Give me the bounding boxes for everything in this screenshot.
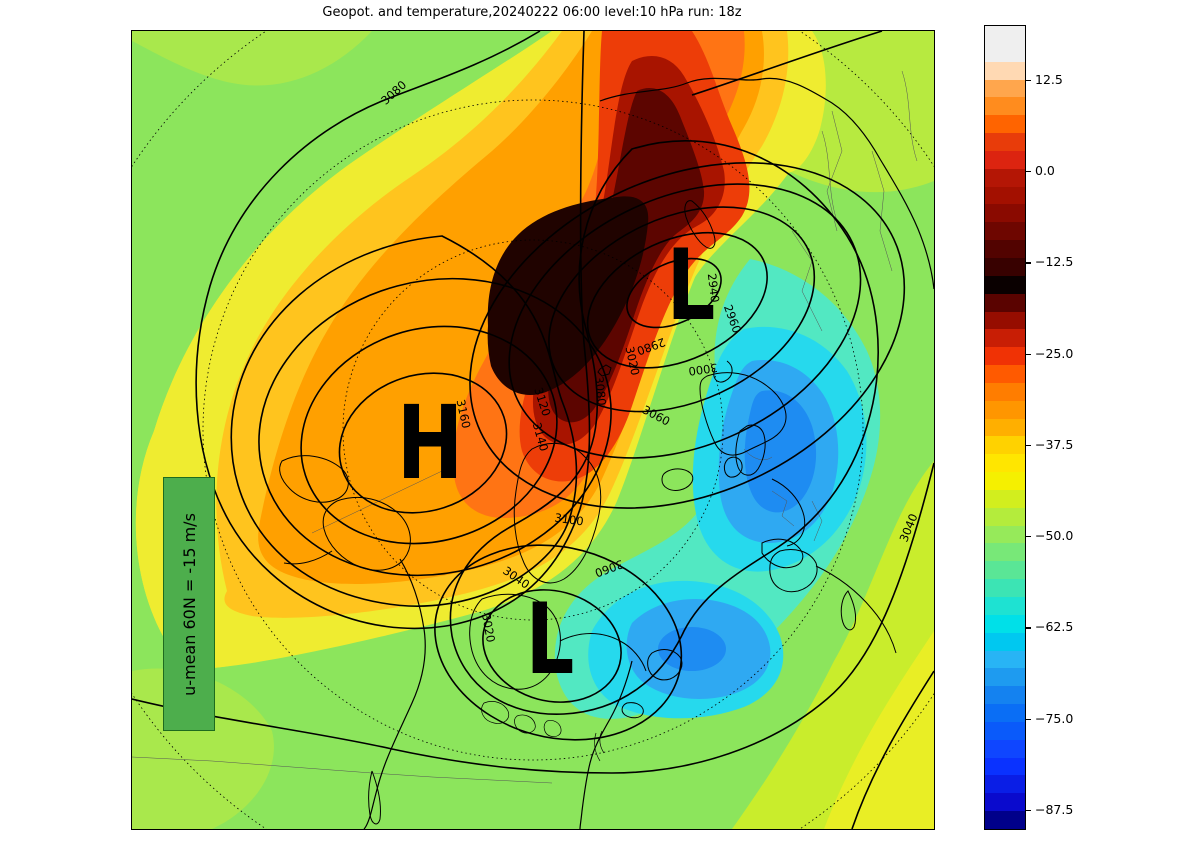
coastlines [279,77,934,829]
colorbar-tick-label: −75.0 [1035,710,1074,726]
pressure-marker-L: L [667,228,716,343]
colorbar-segment [985,739,1025,758]
colorbar-tick-label: 0.0 [1035,163,1055,179]
map-canvas: 3080294029602980300030203080312031603140… [132,31,934,829]
colorbar-segment [985,347,1025,366]
colorbar-segment [985,793,1025,812]
colorbar-segment [985,686,1025,705]
colorbar-segment [985,757,1025,776]
colorbar-segment [985,632,1025,651]
colorbar-segment [985,721,1025,740]
colorbar-segment [985,775,1025,794]
colorbar-segment [985,472,1025,490]
colorbar-segment [985,275,1025,294]
pressure-markers: HLL [397,228,716,697]
colorbar-tick-mark [1025,79,1031,82]
colorbar-tick-label: 12.5 [1035,71,1063,87]
contour-label: 3020 [479,612,498,643]
colorbar-segment [985,561,1025,580]
contour-label: 3160 [454,398,474,430]
colorbar-tick-mark [1025,536,1031,538]
contour-label: 3100 [554,511,585,529]
colorbar-segment [985,222,1025,241]
colorbar-segment [985,382,1025,401]
colorbar-tick-mark [1025,809,1031,812]
colorbar-segment [985,115,1025,134]
geopotential-contours [132,31,934,829]
colorbar-segment [985,454,1025,473]
colorbar-segment [985,507,1025,526]
colorbar-segment [985,43,1025,62]
contour-label: 3080 [592,376,609,407]
colorbar-segment [985,79,1025,98]
temperature-field [132,31,934,829]
colorbar-segment [985,543,1025,562]
colorbar-segment [985,811,1025,829]
colorbar-segment [985,293,1025,312]
colorbar-segment [985,597,1025,615]
colorbar-tick-label: −37.5 [1035,436,1074,452]
colorbar-segment [985,418,1025,437]
colorbar-segment [985,650,1025,669]
colorbar-segment [985,26,1025,44]
map-plot-area: 3080 2940 2960 2980 3000 3020 3080 3120 3160 3140… [131,30,935,830]
colorbar-tick-mark [1025,444,1031,447]
contour-label: 3020 [623,345,643,377]
colorbar-segment [985,614,1025,633]
chart-title: Geopot. and temperature,20240222 06:00 l… [322,5,742,20]
colorbar-segment [985,240,1025,258]
colorbar-segment [985,365,1025,383]
colorbar-tick-mark [1025,627,1031,629]
colorbar-segment [985,668,1025,687]
colorbar-segment [985,579,1025,597]
colorbar-segment [985,186,1025,205]
country-borders [132,70,918,784]
colorbar-segment [985,525,1025,544]
colorbar-segment [985,133,1025,151]
contour-label: 3000 [688,361,719,379]
colorbar [984,25,1026,830]
colorbar-tick-mark [1025,262,1031,264]
colorbar-tick-mark [1025,718,1031,720]
colorbar-tick-label: −87.5 [1035,801,1074,817]
pressure-marker-H: H [397,383,464,502]
contour-label: 2940 [705,273,722,304]
colorbar-tick-mark [1025,353,1031,355]
colorbar-tick-label: −50.0 [1035,528,1074,544]
colorbar-segment [985,150,1025,169]
colorbar-tick-label: −12.5 [1035,254,1074,270]
colorbar-segment [985,168,1025,187]
graticule [132,31,934,829]
colorbar-segment [985,436,1025,455]
pressure-marker-L: L [526,582,575,697]
colorbar-tick-mark [1025,171,1031,173]
colorbar-segment [985,61,1025,80]
colorbar-segment [985,257,1025,276]
colorbar-tick-label: −25.0 [1035,345,1074,361]
colorbar-segment [985,329,1025,348]
colorbar-segment [985,704,1025,722]
colorbar-segment [985,400,1025,419]
colorbar-segment [985,311,1025,330]
colorbar-segment [985,204,1025,223]
colorbar-segment [985,97,1025,116]
colorbar-tick-label: −62.5 [1035,619,1074,635]
colorbar-segment [985,489,1025,508]
umean-annotation-box: u-mean 60N = -15 m/s [163,477,215,731]
umean-annotation-label: u-mean 60N = -15 m/s [179,512,199,696]
